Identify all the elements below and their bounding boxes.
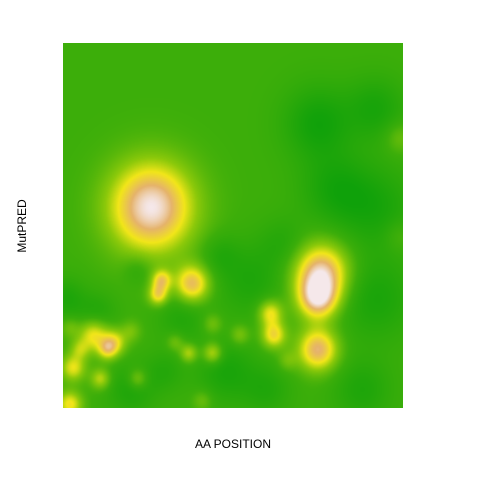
x-axis-label: AA POSITION	[194, 437, 272, 451]
heatmap-canvas	[63, 43, 403, 408]
y-axis-label: MutPRED	[15, 199, 29, 253]
heatmap-plot-area	[63, 43, 403, 408]
